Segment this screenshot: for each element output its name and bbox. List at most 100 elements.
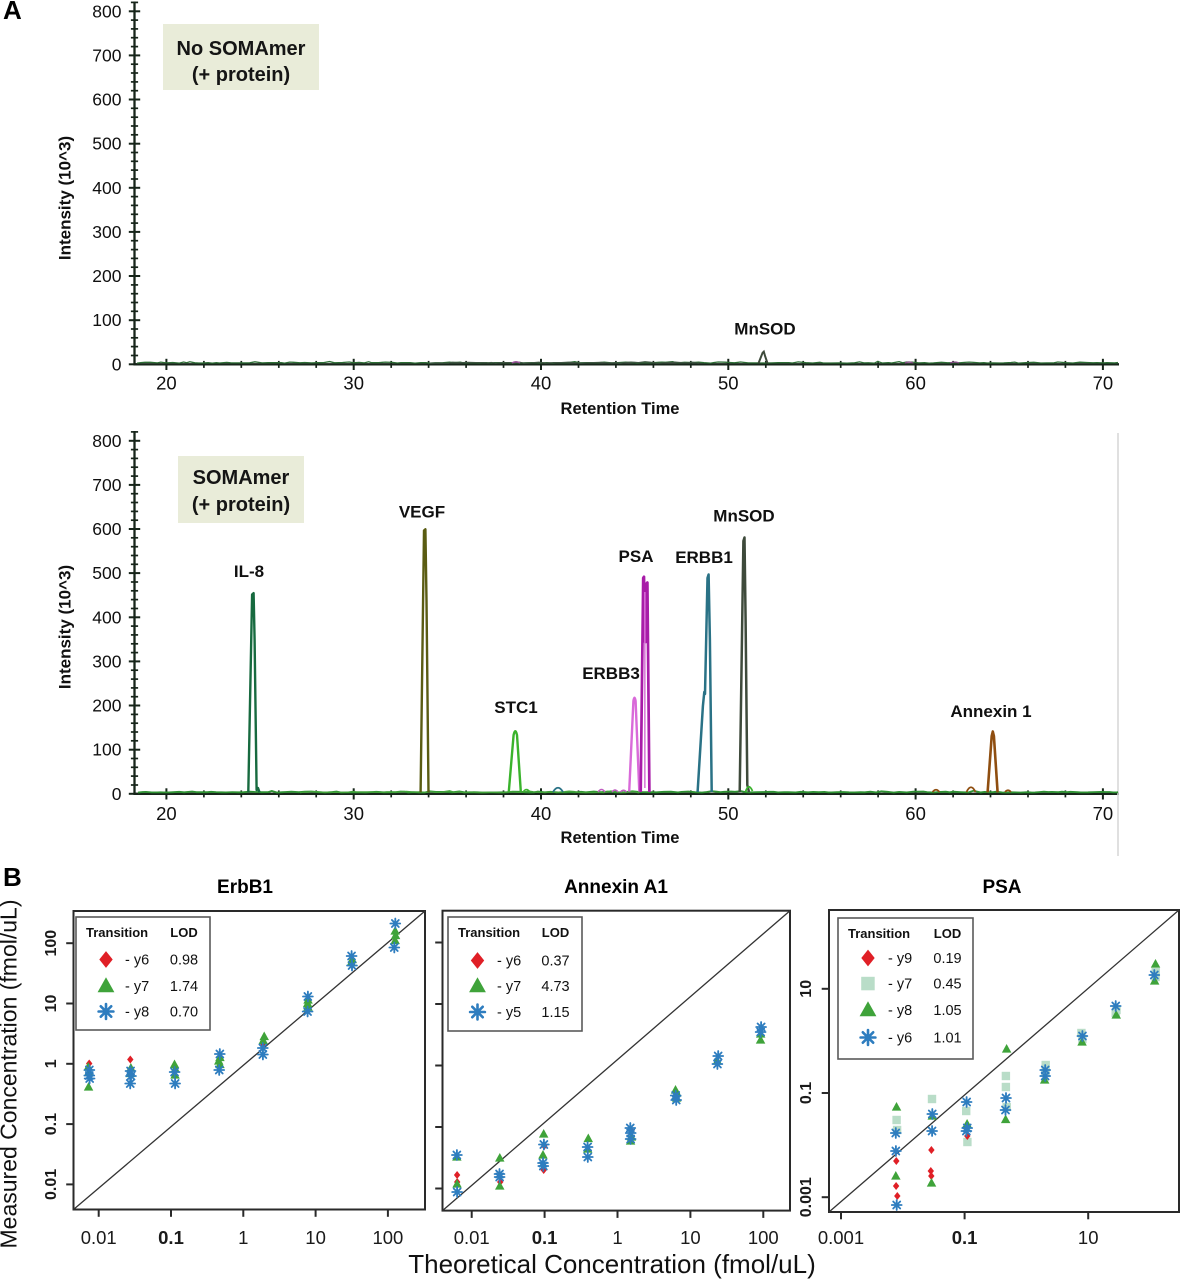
svg-text:0.70: 0.70	[170, 1005, 198, 1021]
svg-text:0.01: 0.01	[43, 1169, 60, 1200]
svg-text:PSA: PSA	[982, 877, 1021, 898]
svg-text:- y6: - y6	[125, 953, 149, 969]
svg-text:0: 0	[112, 354, 122, 374]
svg-text:0.01: 0.01	[454, 1227, 490, 1248]
svg-text:40: 40	[531, 373, 552, 394]
svg-text:1.15: 1.15	[541, 1005, 569, 1021]
svg-text:700: 700	[92, 45, 121, 65]
svg-text:50: 50	[718, 373, 739, 394]
svg-text:1.74: 1.74	[170, 979, 198, 995]
svg-text:- y8: - y8	[888, 1003, 912, 1019]
svg-text:0: 0	[112, 784, 122, 804]
svg-text:0.1: 0.1	[532, 1227, 558, 1248]
svg-text:100: 100	[372, 1227, 403, 1248]
svg-text:Transition: Transition	[458, 925, 520, 940]
svg-text:Retention Time: Retention Time	[561, 400, 680, 418]
svg-text:0.001: 0.001	[798, 1177, 815, 1217]
svg-text:100: 100	[92, 740, 121, 760]
svg-text:40: 40	[531, 803, 552, 824]
svg-text:No SOMAmer: No SOMAmer	[177, 38, 306, 60]
svg-text:300: 300	[92, 222, 121, 242]
svg-text:Theoretical Concentration (fmo: Theoretical Concentration (fmol/uL)	[408, 1249, 816, 1279]
svg-text:LOD: LOD	[542, 925, 569, 940]
svg-text:200: 200	[92, 266, 121, 286]
svg-text:100: 100	[92, 310, 121, 330]
svg-text:1: 1	[43, 1059, 60, 1068]
svg-text:0.19: 0.19	[933, 951, 961, 967]
svg-text:Measured Concentration (fmol/u: Measured Concentration (fmol/uL)	[0, 900, 22, 1249]
svg-text:10: 10	[43, 995, 60, 1013]
svg-text:0.45: 0.45	[933, 977, 961, 993]
svg-text:- y6: - y6	[888, 1031, 912, 1047]
svg-text:- y7: - y7	[888, 977, 912, 993]
svg-text:0.1: 0.1	[43, 1113, 60, 1135]
svg-text:LOD: LOD	[170, 925, 197, 940]
svg-text:1: 1	[238, 1227, 248, 1248]
svg-text:Retention Time: Retention Time	[561, 829, 680, 847]
svg-text:0.1: 0.1	[158, 1227, 184, 1248]
svg-text:B: B	[3, 862, 22, 892]
svg-text:70: 70	[1093, 373, 1114, 394]
svg-text:PSA: PSA	[619, 547, 654, 566]
svg-text:500: 500	[92, 134, 121, 154]
svg-text:- y8: - y8	[125, 1005, 149, 1021]
svg-text:0.001: 0.001	[818, 1227, 864, 1248]
svg-text:0.98: 0.98	[170, 953, 198, 969]
svg-text:Transition: Transition	[86, 925, 148, 940]
svg-text:Annexin 1: Annexin 1	[950, 702, 1031, 721]
svg-text:100: 100	[748, 1227, 779, 1248]
svg-text:A: A	[3, 0, 22, 25]
svg-text:VEGF: VEGF	[399, 503, 445, 522]
svg-text:Intensity (10^3): Intensity (10^3)	[56, 136, 75, 260]
svg-text:(+ protein): (+ protein)	[192, 494, 290, 516]
svg-text:1: 1	[612, 1227, 622, 1248]
svg-text:(+ protein): (+ protein)	[192, 64, 290, 86]
svg-text:ERBB3: ERBB3	[582, 664, 640, 683]
svg-text:70: 70	[1093, 803, 1114, 824]
svg-text:60: 60	[905, 803, 926, 824]
svg-text:20: 20	[156, 373, 177, 394]
svg-text:800: 800	[92, 431, 121, 451]
svg-text:30: 30	[343, 373, 364, 394]
svg-text:MnSOD: MnSOD	[734, 320, 795, 339]
svg-text:- y6: - y6	[497, 954, 521, 970]
svg-text:400: 400	[92, 607, 121, 627]
svg-text:- y5: - y5	[497, 1005, 521, 1021]
svg-text:SOMAmer: SOMAmer	[193, 467, 290, 489]
svg-text:100: 100	[43, 930, 60, 957]
svg-text:300: 300	[92, 651, 121, 671]
svg-text:700: 700	[92, 475, 121, 495]
svg-text:400: 400	[92, 178, 121, 198]
svg-text:10: 10	[1078, 1227, 1099, 1248]
svg-text:STC1: STC1	[494, 698, 537, 717]
svg-text:0.37: 0.37	[541, 954, 569, 970]
svg-text:ERBB1: ERBB1	[675, 548, 733, 567]
svg-text:10: 10	[680, 1227, 701, 1248]
svg-text:- y7: - y7	[497, 979, 521, 995]
svg-text:200: 200	[92, 696, 121, 716]
svg-text:MnSOD: MnSOD	[713, 507, 774, 526]
svg-text:LOD: LOD	[934, 926, 961, 941]
svg-text:60: 60	[905, 373, 926, 394]
svg-text:ErbB1: ErbB1	[217, 877, 273, 898]
svg-text:1.01: 1.01	[933, 1031, 961, 1047]
svg-text:Intensity (10^3): Intensity (10^3)	[56, 565, 75, 689]
svg-text:IL-8: IL-8	[234, 562, 264, 581]
svg-text:Transition: Transition	[848, 926, 910, 941]
svg-text:0.1: 0.1	[952, 1227, 978, 1248]
svg-text:10: 10	[305, 1227, 326, 1248]
svg-text:600: 600	[92, 90, 121, 110]
svg-text:500: 500	[92, 563, 121, 583]
svg-text:800: 800	[92, 1, 121, 21]
svg-text:0.1: 0.1	[798, 1082, 815, 1104]
svg-text:600: 600	[92, 519, 121, 539]
svg-text:- y9: - y9	[888, 951, 912, 967]
svg-text:20: 20	[156, 803, 177, 824]
svg-text:10: 10	[798, 980, 815, 998]
svg-text:0.01: 0.01	[81, 1227, 117, 1248]
svg-text:4.73: 4.73	[541, 979, 569, 995]
svg-text:Annexin A1: Annexin A1	[564, 877, 668, 898]
svg-text:50: 50	[718, 803, 739, 824]
svg-text:1.05: 1.05	[933, 1003, 961, 1019]
svg-text:30: 30	[343, 803, 364, 824]
